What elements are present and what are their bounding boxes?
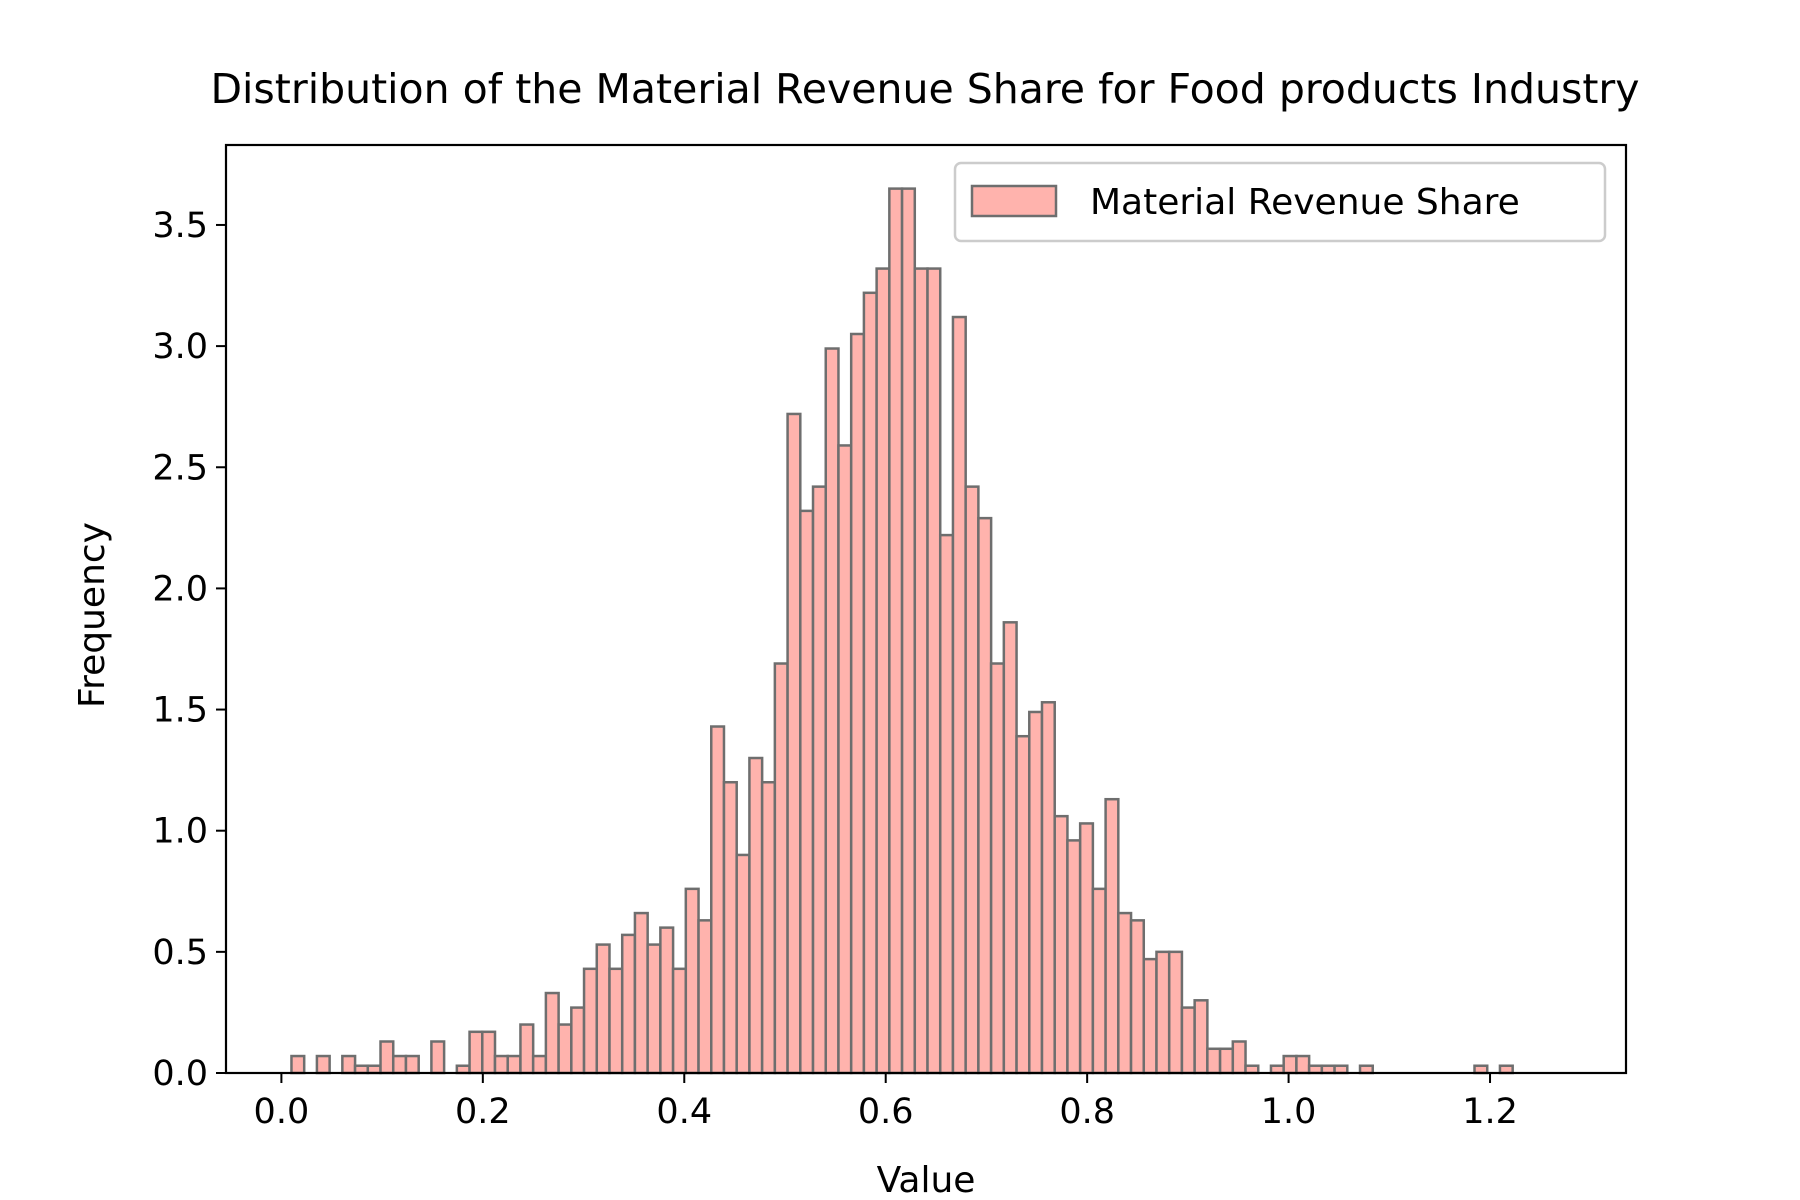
histogram-bar [977, 516, 993, 1075]
histogram-bar [989, 662, 1006, 1075]
histogram-bar [900, 187, 917, 1075]
histogram-bar [875, 267, 891, 1075]
histogram-bar [849, 332, 866, 1075]
histogram-bar [1002, 621, 1018, 1075]
histogram-bar [671, 967, 688, 1075]
x-tick-label: 0.8 [1059, 1092, 1115, 1132]
histogram-bar [735, 853, 751, 1075]
histogram-bar [1167, 950, 1184, 1075]
histogram-bar [1104, 797, 1120, 1075]
histogram-bar [684, 887, 700, 1075]
histogram-bar [824, 347, 840, 1075]
histogram-bar [710, 725, 726, 1075]
legend-label: Material Revenue Share [1090, 182, 1520, 223]
histogram-bar [493, 1054, 509, 1075]
histogram-bar [773, 662, 789, 1075]
histogram-bar [557, 1023, 573, 1075]
y-axis-ticks: 0.0 0.5 1.0 1.5 2.0 2.5 3.0 3.5 [152, 206, 226, 1094]
histogram-bar [391, 1054, 408, 1075]
histogram-bar [1078, 822, 1095, 1075]
x-tick-label: 0.0 [254, 1092, 310, 1132]
histogram-bar [722, 780, 738, 1075]
histogram-bar [531, 1054, 548, 1075]
legend-swatch [970, 184, 1058, 218]
histogram-bar [1142, 957, 1158, 1075]
histogram-bar [1040, 701, 1056, 1075]
histogram-bar [608, 967, 624, 1075]
histogram-bar [379, 1040, 395, 1075]
histogram-bar [519, 1023, 535, 1075]
histogram-bar [799, 509, 815, 1075]
bars-group [290, 187, 1514, 1075]
x-tick-label: 1.2 [1462, 1092, 1518, 1132]
histogram-bar [570, 1006, 586, 1075]
histogram-bar [290, 1054, 306, 1075]
y-tick-label: 2.5 [152, 448, 208, 488]
histogram-bar [1015, 734, 1031, 1075]
plot-frame [224, 143, 1628, 1075]
histogram-bar [1180, 1006, 1196, 1075]
histogram-bar [748, 756, 764, 1075]
y-tick-label: 3.5 [152, 206, 208, 246]
histogram-bar [1206, 1047, 1222, 1075]
histogram-bar [659, 926, 675, 1075]
histogram-bar [620, 933, 637, 1075]
histogram-bar [1066, 839, 1082, 1075]
histogram-bar [837, 444, 853, 1075]
histogram-bar [1028, 710, 1044, 1075]
y-tick-label: 2.0 [152, 569, 208, 609]
histogram-bar [888, 187, 904, 1075]
x-axis-ticks: 0.0 0.2 0.4 0.6 0.8 1.0 1.2 [254, 1073, 1518, 1132]
histogram-bar [430, 1040, 446, 1075]
histogram-bar [938, 533, 955, 1075]
histogram-bar [862, 291, 878, 1075]
histogram-bar [760, 780, 777, 1075]
x-tick-label: 1.0 [1261, 1092, 1317, 1132]
histogram-bar [1295, 1054, 1311, 1075]
histogram-bar [1193, 999, 1209, 1075]
histogram-bar [1053, 814, 1069, 1075]
x-tick-label: 0.4 [656, 1092, 712, 1132]
histogram-bar [633, 911, 649, 1075]
histogram-bar [1129, 919, 1146, 1075]
histogram-bar [468, 1030, 484, 1075]
histogram-bar [595, 943, 611, 1075]
histogram-bar [811, 485, 827, 1075]
y-tick-label: 1.5 [152, 691, 208, 731]
histogram-bar [1231, 1040, 1247, 1075]
histogram-bar [1155, 950, 1171, 1075]
histogram-bar [315, 1054, 331, 1075]
y-tick-label: 0.5 [152, 933, 208, 973]
histogram-bar [926, 267, 942, 1075]
histogram-bar [964, 485, 980, 1075]
x-axis-label: Value [877, 1160, 976, 1200]
histogram-bar [404, 1054, 420, 1075]
histogram-bar [1282, 1054, 1298, 1075]
y-axis-label: Frequency [72, 522, 113, 708]
histogram-bar [913, 267, 929, 1075]
y-tick-label: 3.0 [152, 327, 208, 367]
legend-frame [953, 161, 1607, 243]
histogram-bar [1091, 887, 1107, 1075]
histogram-bar [786, 412, 802, 1075]
histogram-bar [506, 1054, 522, 1075]
histogram-bar [582, 967, 599, 1075]
y-tick-label: 1.0 [152, 812, 208, 852]
histogram-bar [481, 1030, 497, 1075]
histogram-bar [341, 1054, 357, 1075]
histogram-bar [951, 315, 967, 1075]
chart-title: Distribution of the Material Revenue Sha… [210, 65, 1639, 113]
histogram-bar [646, 943, 662, 1075]
histogram-bar [697, 919, 713, 1075]
x-tick-label: 0.6 [858, 1092, 914, 1132]
histogram-bar [1117, 911, 1133, 1075]
y-tick-label: 0.0 [152, 1054, 208, 1094]
legend: Material Revenue Share [953, 161, 1607, 243]
x-tick-label: 0.2 [455, 1092, 511, 1132]
histogram-bar [1218, 1047, 1235, 1075]
histogram-bar [544, 991, 560, 1075]
